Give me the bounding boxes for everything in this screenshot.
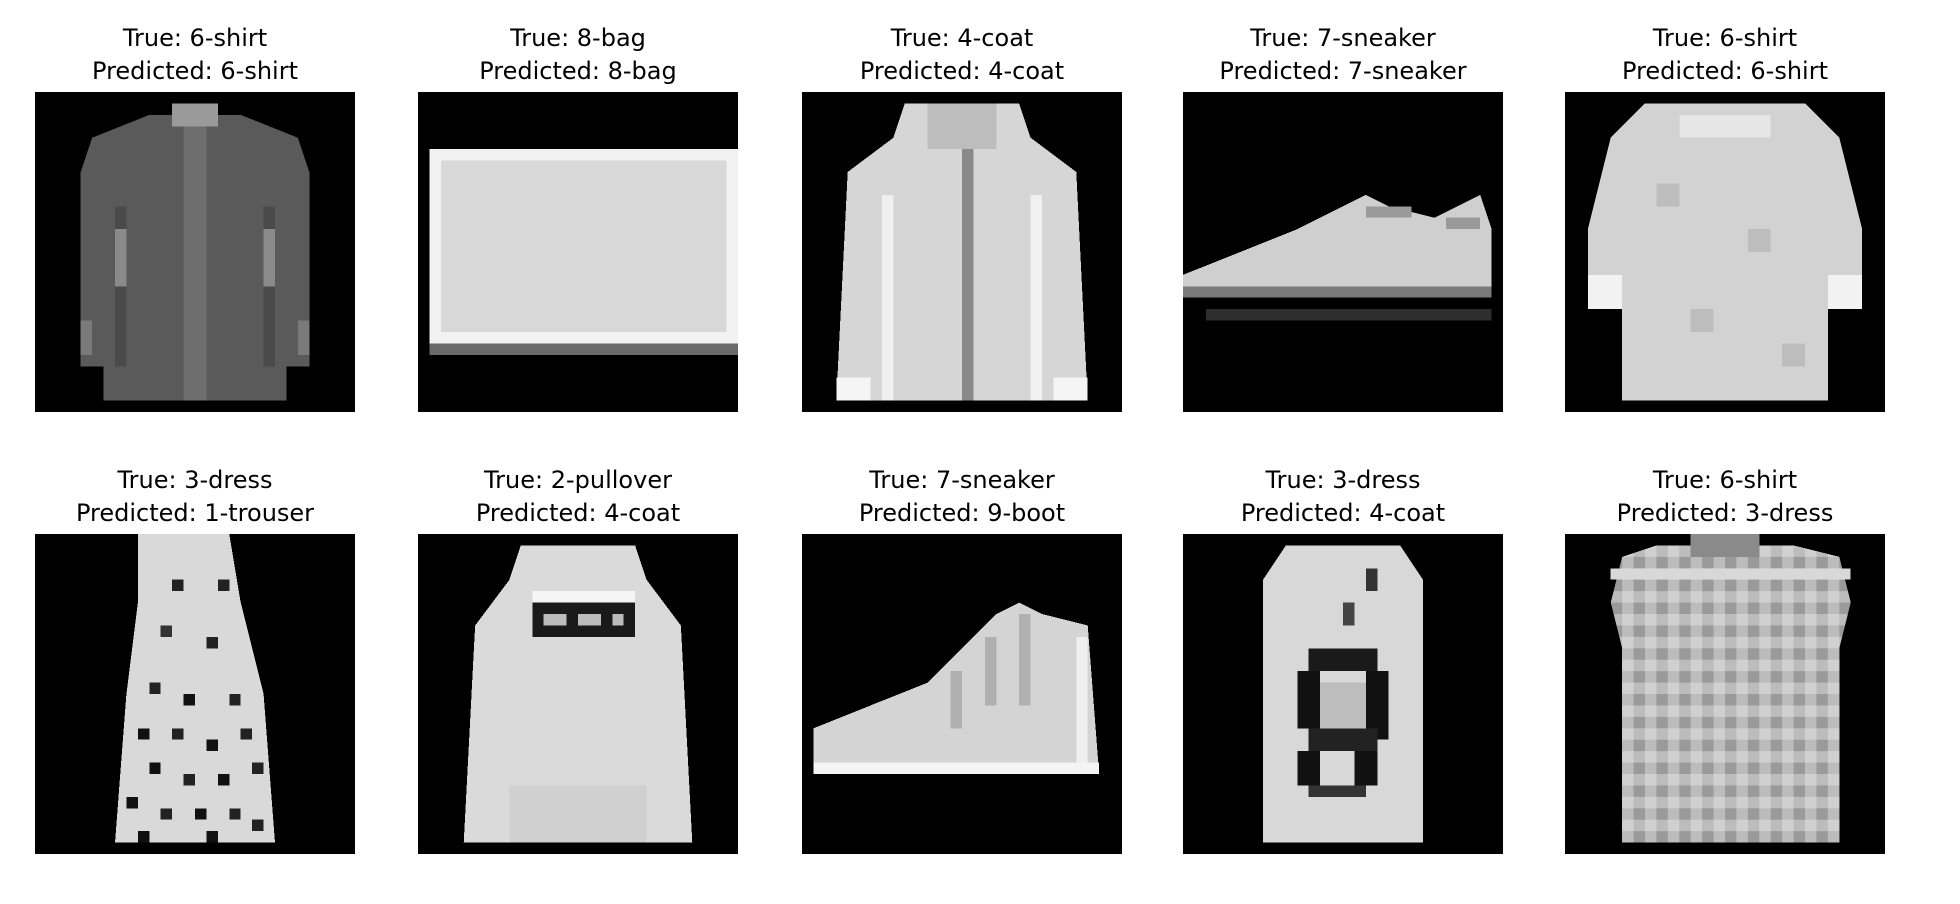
panel-title: True: 4-coat Predicted: 4-coat (762, 22, 1162, 88)
true-label: True: 6-shirt (122, 24, 268, 52)
panel-title: True: 6-shirt Predicted: 3-dress (1525, 464, 1925, 530)
predicted-label: Predicted: 9-boot (858, 499, 1066, 527)
true-label: True: 8-bag (510, 24, 646, 52)
predicted-label: Predicted: 4-coat (475, 499, 681, 527)
sneaker-image (1183, 92, 1503, 412)
predicted-label: Predicted: 3-dress (1616, 499, 1834, 527)
true-label: True: 2-pullover (484, 466, 672, 494)
shirt-image (35, 92, 355, 412)
high-top-sneaker-image (802, 534, 1122, 854)
panel-1: True: 6-shirt Predicted: 6-shirt (35, 22, 355, 422)
bag-image (418, 92, 738, 412)
pullover-image (418, 534, 738, 854)
true-label: True: 6-shirt (1652, 466, 1798, 494)
true-label: True: 3-dress (117, 466, 273, 494)
true-label: True: 6-shirt (1652, 24, 1798, 52)
patterned-dress-image (1183, 534, 1503, 854)
predicted-label: Predicted: 4-coat (1240, 499, 1446, 527)
true-label: True: 3-dress (1265, 466, 1421, 494)
predicted-label: Predicted: 7-sneaker (1219, 57, 1467, 85)
predicted-label: Predicted: 4-coat (859, 57, 1065, 85)
true-label: True: 7-sneaker (869, 466, 1055, 494)
panel-title: True: 3-dress Predicted: 1-trouser (0, 464, 395, 530)
true-label: True: 7-sneaker (1250, 24, 1436, 52)
panel-7: True: 2-pullover Predicted: 4-coat (418, 464, 738, 864)
panel-title: True: 6-shirt Predicted: 6-shirt (1525, 22, 1925, 88)
panel-4: True: 7-sneaker Predicted: 7-sneaker (1183, 22, 1503, 422)
predicted-label: Predicted: 8-bag (479, 57, 677, 85)
panel-title: True: 7-sneaker Predicted: 7-sneaker (1143, 22, 1543, 88)
predicted-label: Predicted: 1-trouser (75, 499, 315, 527)
panel-5: True: 6-shirt Predicted: 6-shirt (1565, 22, 1885, 422)
panel-2: True: 8-bag Predicted: 8-bag (418, 22, 738, 422)
dress-image (35, 534, 355, 854)
predicted-label: Predicted: 6-shirt (92, 57, 298, 85)
panel-title: True: 7-sneaker Predicted: 9-boot (762, 464, 1162, 530)
panel-3: True: 4-coat Predicted: 4-coat (802, 22, 1122, 422)
panel-10: True: 6-shirt Predicted: 3-dress (1565, 464, 1885, 864)
textured-shirt-image (1565, 534, 1885, 854)
panel-8: True: 7-sneaker Predicted: 9-boot (802, 464, 1122, 864)
panel-9: True: 3-dress Predicted: 4-coat (1183, 464, 1503, 864)
panel-title: True: 3-dress Predicted: 4-coat (1143, 464, 1543, 530)
panel-title: True: 2-pullover Predicted: 4-coat (378, 464, 778, 530)
tshirt-image (1565, 92, 1885, 412)
coat-image (802, 92, 1122, 412)
panel-title: True: 6-shirt Predicted: 6-shirt (0, 22, 395, 88)
panel-title: True: 8-bag Predicted: 8-bag (378, 22, 778, 88)
predicted-label: Predicted: 6-shirt (1622, 57, 1828, 85)
panel-6: True: 3-dress Predicted: 1-trouser (35, 464, 355, 864)
true-label: True: 4-coat (890, 24, 1034, 52)
